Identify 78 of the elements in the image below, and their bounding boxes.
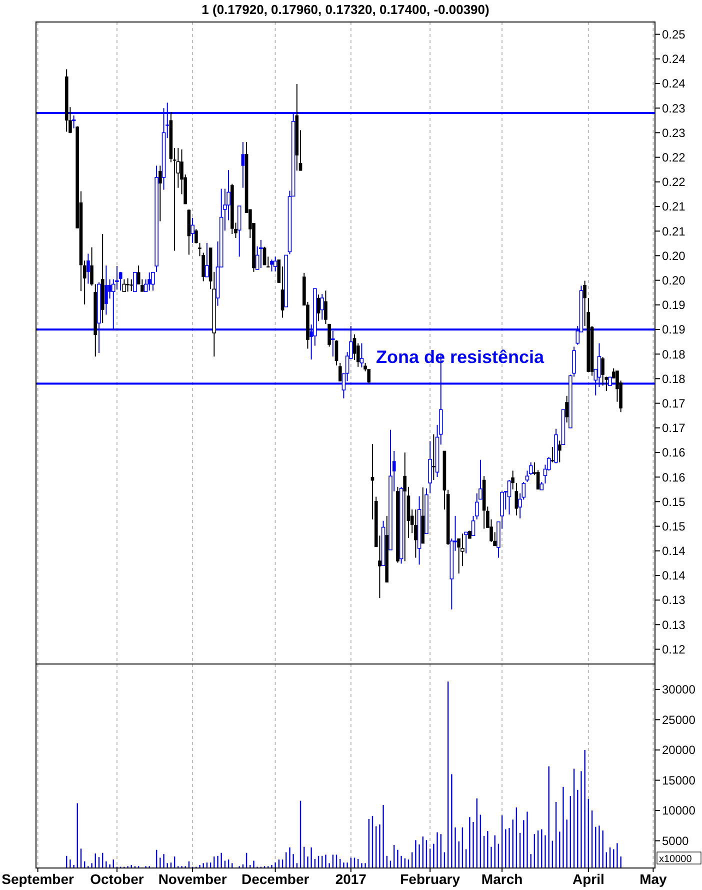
y-tick-label: 30000	[662, 682, 696, 697]
candlestick	[148, 272, 152, 292]
y-tick-label: 0.21	[662, 200, 686, 214]
candlestick	[158, 165, 162, 222]
x-tick-label: September	[2, 871, 75, 887]
y-tick-label: 0.16	[662, 470, 686, 484]
y-tick-label: 0.17	[662, 421, 686, 436]
candlestick	[360, 342, 364, 368]
candlestick	[205, 242, 209, 278]
candlestick	[259, 239, 263, 268]
x-tick-label: 2017	[335, 871, 367, 887]
candlestick	[262, 246, 266, 266]
candlestick	[86, 253, 90, 284]
candlestick	[151, 271, 155, 292]
y-tick-label: 0.21	[662, 224, 686, 238]
candlestick	[136, 265, 140, 285]
candlestick	[130, 278, 134, 292]
x-tick-label: October	[90, 871, 144, 887]
x-tick-label: March	[481, 871, 523, 887]
y-tick-label: 5000	[662, 834, 690, 848]
y-tick-label: 20000	[662, 743, 696, 758]
y-tick-label: 0.16	[662, 446, 686, 460]
candlestick	[565, 395, 568, 423]
candlestick	[194, 228, 198, 244]
candlestick	[432, 434, 436, 481]
candlestick	[338, 362, 342, 382]
y-tick-label: 0.15	[662, 494, 686, 509]
candlestick	[273, 256, 278, 272]
y-tick-label: 0.12	[662, 642, 686, 656]
y-tick-label: 15000	[662, 773, 696, 788]
candlestick	[414, 509, 418, 558]
x-tick-label: December	[241, 871, 310, 887]
y-tick-label: 0.23	[662, 126, 686, 140]
y-tick-label: 0.15	[662, 519, 686, 534]
candlestick	[474, 492, 479, 520]
candlestick	[334, 340, 338, 366]
y-tick-label: 0.24	[662, 52, 686, 66]
x-tick-label: November	[158, 871, 228, 887]
y-tick-label: 0.17	[662, 396, 686, 410]
candlestick	[104, 265, 108, 316]
x-tick-label: February	[400, 871, 460, 887]
y-tick-label: 0.14	[662, 568, 686, 583]
y-tick-label: 0.19	[662, 298, 686, 312]
text: x10000	[659, 854, 692, 865]
candlestick	[316, 294, 320, 322]
y-tick-label: 0.20	[662, 273, 686, 288]
y-tick-label: 0.14	[662, 544, 686, 558]
y-tick-label: 0.13	[662, 593, 686, 608]
candlestick	[507, 480, 512, 515]
candlestick	[550, 446, 554, 463]
y-tick-label: 0.25	[662, 28, 686, 42]
candlestick	[133, 271, 137, 292]
x-tick-label: April	[572, 871, 604, 887]
y-tick-label: 0.24	[662, 76, 686, 91]
candlestick	[601, 356, 604, 386]
x-tick-label: May	[640, 871, 668, 887]
candlestick	[428, 440, 432, 494]
y-tick-label: 0.20	[662, 248, 686, 263]
candlestick	[122, 278, 126, 292]
y-tick-label: 0.23	[662, 101, 686, 116]
y-tick-label: 0.22	[662, 150, 686, 164]
candlestick	[464, 532, 468, 554]
y-tick-label: 0.19	[662, 322, 686, 337]
candlestick	[558, 440, 562, 463]
y-tick-label: 0.22	[662, 175, 686, 190]
chart-title: 1 (0.17920, 0.17960, 0.17320, 0.17400, -0.00390)	[202, 2, 490, 17]
candlestick	[241, 142, 245, 188]
y-tick-label: 0.18	[662, 347, 686, 362]
candlestick	[403, 452, 407, 562]
candlestick	[126, 278, 130, 292]
candlestick	[270, 259, 274, 272]
y-tick-label: 0.13	[662, 618, 686, 632]
annotation: Zona de resistência	[376, 346, 546, 367]
candlestick	[320, 294, 324, 320]
y-tick-label: 25000	[662, 712, 696, 727]
y-tick-label: 10000	[662, 804, 696, 818]
y-tick-label: 0.18	[662, 372, 686, 386]
candlestick	[190, 217, 194, 244]
